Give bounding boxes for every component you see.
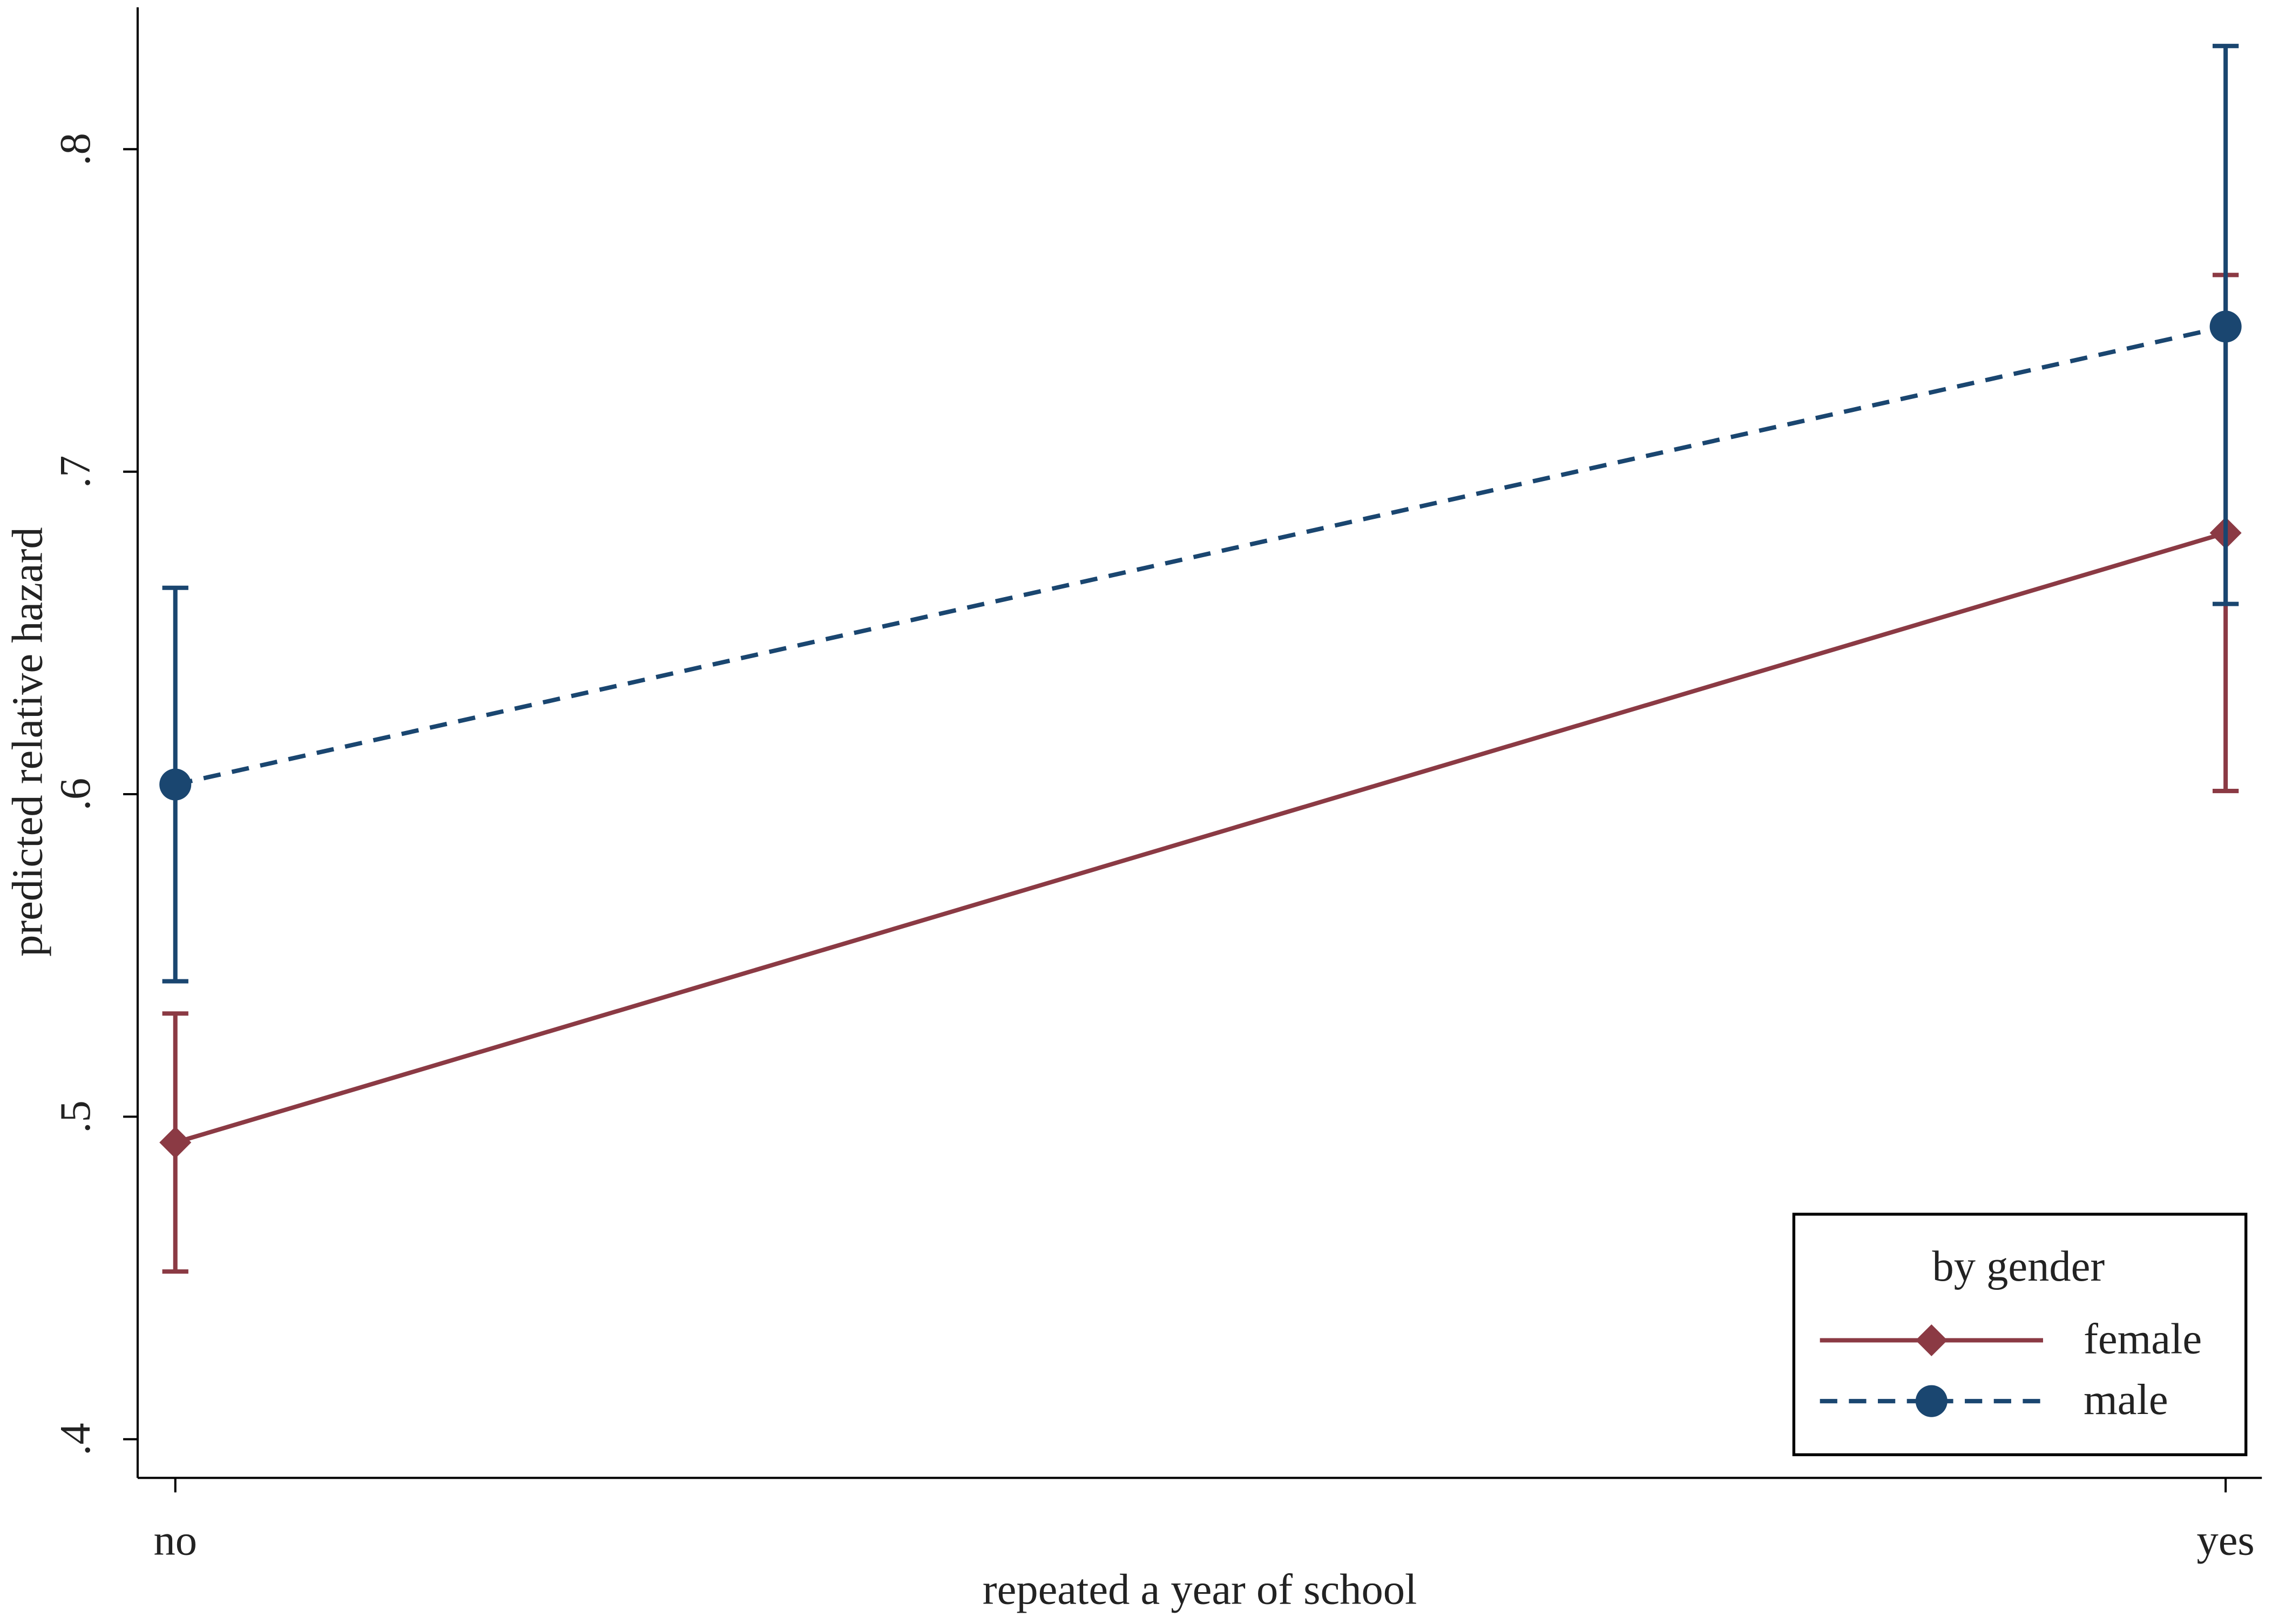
x-tick-label: no xyxy=(153,1516,197,1564)
series xyxy=(159,44,2242,984)
marker xyxy=(159,768,192,801)
legend-marker xyxy=(1915,1385,1948,1417)
line xyxy=(174,324,2227,787)
legend: by gender female male xyxy=(1792,1213,2248,1457)
line xyxy=(174,531,2227,1145)
x-axis-label: repeated a year of school xyxy=(983,1566,1417,1614)
y-tick-label: .8 xyxy=(51,133,99,165)
y-tick-label: .6 xyxy=(51,778,99,810)
marker xyxy=(2209,310,2242,343)
y-tick-label: .4 xyxy=(51,1423,99,1456)
legend-title: by gender xyxy=(1932,1242,2105,1290)
x-tick-label: yes xyxy=(2196,1516,2254,1564)
y-tick-label: .5 xyxy=(51,1100,99,1133)
marker xyxy=(159,1126,192,1159)
y-axis-label: predicted relative hazard xyxy=(4,527,52,957)
legend-box xyxy=(1792,1213,2248,1457)
legend-marker xyxy=(1915,1324,1948,1356)
y-tick-label: .7 xyxy=(51,455,99,488)
legend-label: male xyxy=(2084,1376,2168,1424)
legend-label: female xyxy=(2084,1315,2202,1363)
